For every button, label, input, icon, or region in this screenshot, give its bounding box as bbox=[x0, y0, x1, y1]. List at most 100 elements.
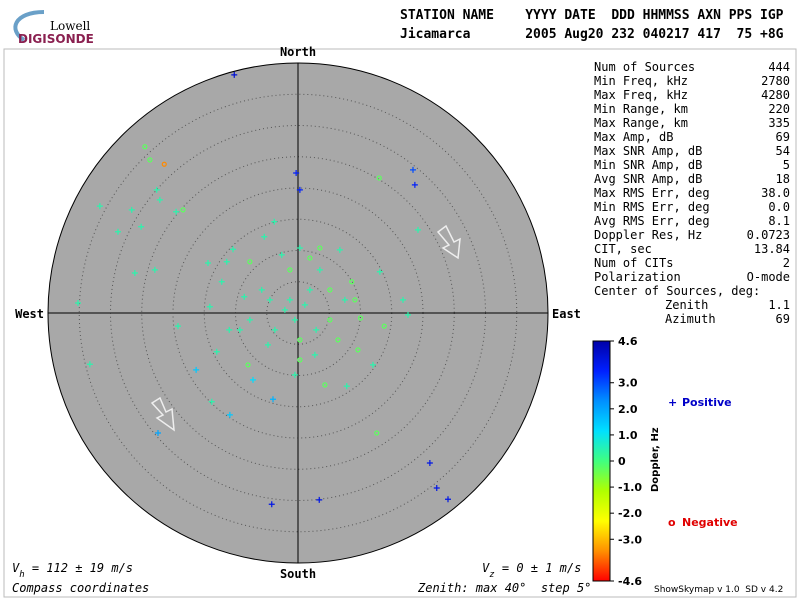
source-positive bbox=[230, 246, 236, 253]
stat-label: Min RMS Err, deg bbox=[594, 200, 710, 214]
vz-sub: z bbox=[489, 570, 494, 580]
source-positive bbox=[411, 181, 418, 188]
colorbar-tick-label: -3.0 bbox=[618, 533, 642, 546]
source-negative bbox=[352, 297, 358, 303]
source-negative bbox=[161, 161, 167, 167]
source-positive bbox=[336, 246, 343, 253]
center-value: 1.1 bbox=[768, 298, 790, 312]
stat-value: 2780 bbox=[761, 74, 790, 88]
colorbar bbox=[592, 340, 611, 582]
source-positive bbox=[445, 496, 451, 503]
source-negative bbox=[322, 382, 328, 388]
stat-value: 220 bbox=[768, 102, 790, 116]
source-negative bbox=[147, 157, 153, 163]
stat-label: Polarization bbox=[594, 270, 681, 284]
source-positive bbox=[156, 196, 163, 203]
source-positive bbox=[376, 268, 383, 275]
colorbar-title: Doppler, Hz bbox=[650, 427, 661, 492]
source-positive bbox=[286, 296, 293, 303]
source-positive bbox=[343, 383, 350, 390]
colorbar-tick-label: -2.0 bbox=[618, 507, 642, 520]
stat-value: 69 bbox=[776, 130, 790, 144]
zenith-note: Zenith: max 40° step 5° bbox=[417, 581, 591, 595]
source-negative bbox=[376, 175, 382, 181]
source-positive bbox=[270, 396, 276, 403]
source-positive bbox=[75, 300, 81, 306]
source-positive bbox=[226, 411, 233, 418]
stat-label: Num of Sources bbox=[594, 60, 695, 74]
center-title: Center of Sources, deg: bbox=[594, 284, 760, 298]
source-negative bbox=[142, 144, 148, 150]
east-label: East bbox=[552, 307, 581, 321]
header-values: Jicamarca 2005 Aug20 232 040217 417 75 +… bbox=[400, 27, 784, 42]
source-positive bbox=[293, 170, 300, 176]
source-positive bbox=[241, 293, 248, 300]
source-negative bbox=[374, 430, 380, 436]
stat-value: O-mode bbox=[747, 270, 790, 284]
source-positive bbox=[231, 71, 238, 78]
source-positive bbox=[223, 258, 230, 265]
stat-value: 335 bbox=[768, 116, 790, 130]
source-positive bbox=[128, 206, 135, 213]
source-positive bbox=[86, 361, 93, 368]
source-positive bbox=[426, 460, 433, 466]
vz-symbol: V bbox=[482, 561, 490, 575]
legend-label: Negative bbox=[682, 516, 738, 529]
stat-value: 8.1 bbox=[768, 214, 790, 228]
source-positive bbox=[400, 296, 406, 303]
stat-value: 13.84 bbox=[754, 242, 790, 256]
stat-label: Max RMS Err, deg bbox=[594, 186, 710, 200]
source-negative bbox=[180, 207, 186, 213]
vh-sub: h bbox=[19, 570, 24, 580]
center-label: Azimuth bbox=[665, 312, 716, 326]
source-positive bbox=[291, 371, 298, 378]
source-negative bbox=[307, 255, 313, 261]
source-positive bbox=[115, 228, 121, 235]
colorbar-tick-label: 2.0 bbox=[618, 403, 638, 416]
source-positive bbox=[415, 226, 421, 233]
source-positive bbox=[410, 166, 416, 173]
north-label: North bbox=[280, 45, 316, 59]
source-negative bbox=[349, 279, 355, 285]
source-positive bbox=[433, 485, 440, 491]
colorbar-tick-label: 4.6 bbox=[618, 335, 638, 348]
source-negative bbox=[335, 337, 341, 343]
stat-label: Doppler Res, Hz bbox=[594, 228, 702, 242]
source-positive bbox=[370, 361, 376, 368]
stat-value: 0.0723 bbox=[747, 228, 790, 242]
legend-symbol: + bbox=[668, 396, 677, 409]
source-positive bbox=[258, 286, 265, 293]
source-positive bbox=[301, 301, 308, 308]
logo-top: Lowell bbox=[50, 19, 90, 33]
logo: Lowell DIGISONDE bbox=[13, 10, 94, 46]
source-positive bbox=[138, 223, 145, 230]
legend-symbol: o bbox=[668, 516, 676, 529]
colorbar-tick-label: 1.0 bbox=[618, 429, 638, 442]
source-positive bbox=[341, 296, 348, 303]
source-positive bbox=[278, 251, 285, 258]
west-label: West bbox=[15, 307, 44, 321]
source-positive bbox=[96, 203, 103, 210]
source-positive bbox=[193, 366, 200, 373]
stat-label: CIT, sec bbox=[594, 242, 652, 256]
stat-value: 38.0 bbox=[761, 186, 790, 200]
vh-text: = 112 ± 19 m/s bbox=[25, 561, 133, 575]
source-positive bbox=[205, 260, 211, 266]
source-positive bbox=[175, 323, 181, 330]
colorbar-tick-label: -4.6 bbox=[618, 575, 642, 588]
stat-label: Max SNR Amp, dB bbox=[594, 144, 702, 158]
source-negative bbox=[247, 259, 253, 265]
source-positive bbox=[213, 348, 220, 355]
stat-label: Min Range, km bbox=[594, 102, 688, 116]
source-positive bbox=[306, 286, 313, 293]
version: ShowSkymap v 1.0 SD v 4.2 bbox=[654, 585, 783, 595]
source-positive bbox=[226, 326, 233, 333]
source-positive bbox=[311, 351, 318, 358]
header-columns: STATION NAME YYYY DATE DDD HHMMSS AXN PP… bbox=[400, 8, 784, 23]
source-positive bbox=[261, 233, 268, 240]
source-positive bbox=[281, 306, 288, 313]
source-positive bbox=[208, 398, 215, 405]
source-negative bbox=[327, 317, 333, 323]
source-positive bbox=[153, 186, 160, 193]
